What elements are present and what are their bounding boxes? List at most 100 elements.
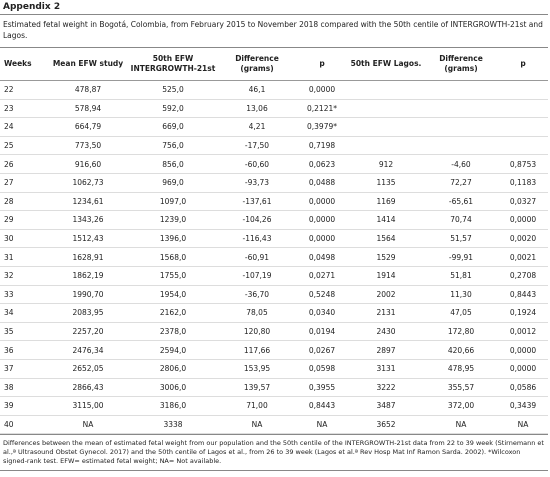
table-cell: 2131 — [348, 303, 424, 323]
table-cell: 0,0488 — [296, 173, 348, 193]
table-cell: 0,8753 — [498, 154, 548, 174]
table-cell: 1097,0 — [128, 192, 218, 212]
table-cell: 355,57 — [424, 378, 498, 398]
table-cell: NA — [424, 415, 498, 435]
table-cell: 39 — [0, 396, 48, 416]
table-cell — [348, 80, 424, 100]
column-header: Mean EFW study — [48, 48, 128, 81]
table-cell: 0,0000 — [296, 80, 348, 100]
table-cell: 0,8443 — [296, 396, 348, 416]
table-cell: 2594,0 — [128, 340, 218, 360]
table-cell: 0,0000 — [498, 340, 548, 360]
table-cell: 1135 — [348, 173, 424, 193]
table-row: 39 3115,00 3186,0 71,00 0,8443 3487 372,00 0,34… — [0, 396, 548, 416]
table-cell: 2002 — [348, 285, 424, 305]
table-cell: -60,91 — [218, 247, 296, 267]
table-cell: -93,73 — [218, 173, 296, 193]
table-cell: 153,95 — [218, 359, 296, 379]
table-cell: 2162,0 — [128, 303, 218, 323]
table-cell: 1755,0 — [128, 266, 218, 286]
table-cell: 0,0271 — [296, 266, 348, 286]
table-cell: 0,0000 — [296, 192, 348, 212]
table-cell: 2897 — [348, 340, 424, 360]
table-row: 33 1990,70 1954,0 -36,70 0,5248 2002 11,30 0,84… — [0, 285, 548, 305]
table-cell: 420,66 — [424, 340, 498, 360]
table-cell: 51,57 — [424, 229, 498, 249]
table-cell: 11,30 — [424, 285, 498, 305]
table-cell: 0,0327 — [498, 192, 548, 212]
table-cell: 372,00 — [424, 396, 498, 416]
table-cell: 34 — [0, 303, 48, 323]
table-cell: 40 — [0, 415, 48, 435]
table-cell: 1529 — [348, 247, 424, 267]
table-cell: 3115,00 — [48, 396, 128, 416]
table-cell: NA — [498, 415, 548, 435]
table-cell: 3652 — [348, 415, 424, 435]
table-cell: 2652,05 — [48, 359, 128, 379]
column-header: Difference (grams) — [218, 48, 296, 81]
table-row: 29 1343,26 1239,0 -104,26 0,0000 1414 70,74 0,0… — [0, 210, 548, 230]
column-header: Difference (grams) — [424, 48, 498, 81]
column-header: 50th EFW INTERGROWTH-21st — [128, 48, 218, 81]
table-cell: 773,50 — [48, 136, 128, 156]
table-cell: 28 — [0, 192, 48, 212]
table-cell: 26 — [0, 154, 48, 174]
table-cell: 24 — [0, 117, 48, 137]
table-cell: 0,2121* — [296, 99, 348, 119]
table-cell: 30 — [0, 229, 48, 249]
column-header: p — [498, 48, 548, 81]
table-cell: 0,2708 — [498, 266, 548, 286]
footnote: Differences between the mean of estimate… — [0, 434, 548, 470]
table-cell: 0,0000 — [296, 210, 348, 230]
table-row: 24 664,79 669,0 4,21 0,3979* — [0, 117, 548, 137]
table-cell: 4,21 — [218, 117, 296, 137]
table-cell: 2083,95 — [48, 303, 128, 323]
table-cell: 2257,20 — [48, 322, 128, 342]
table: Weeks Mean EFW study 50th EFW INTERGROWTH-… — [0, 48, 548, 435]
table-cell: 916,60 — [48, 154, 128, 174]
table-row: 37 2652,05 2806,0 153,95 0,0598 3131 478,95 0,0… — [0, 359, 548, 379]
table-cell — [348, 136, 424, 156]
table-cell: 46,1 — [218, 80, 296, 100]
table-cell: 37 — [0, 359, 48, 379]
table-cell: 3006,0 — [128, 378, 218, 398]
table-row: 32 1862,19 1755,0 -107,19 0,0271 1914 51,81 0,2… — [0, 266, 548, 286]
column-header: p — [296, 48, 348, 81]
table-cell: 0,0623 — [296, 154, 348, 174]
table-cell: 0,8443 — [498, 285, 548, 305]
table-cell: 25 — [0, 136, 48, 156]
table-cell — [348, 99, 424, 119]
table-cell: 1568,0 — [128, 247, 218, 267]
table-cell: 2866,43 — [48, 378, 128, 398]
table-cell: NA — [296, 415, 348, 435]
table-cell: 0,0598 — [296, 359, 348, 379]
table-cell: 1169 — [348, 192, 424, 212]
table-cell: 1343,26 — [48, 210, 128, 230]
table-cell: 3131 — [348, 359, 424, 379]
table-cell: 0,1183 — [498, 173, 548, 193]
table-cell: 72,27 — [424, 173, 498, 193]
table-cell: 912 — [348, 154, 424, 174]
table-cell: 13,06 — [218, 99, 296, 119]
table-cell: -4,60 — [424, 154, 498, 174]
table-row: 28 1234,61 1097,0 -137,61 0,0000 1169 -65,61 0,… — [0, 192, 548, 212]
table-cell: NA — [218, 415, 296, 435]
table-cell — [424, 99, 498, 119]
table-cell: 1862,19 — [48, 266, 128, 286]
table-cell: 0,0267 — [296, 340, 348, 360]
table-cell: 139,57 — [218, 378, 296, 398]
table-cell: 0,0194 — [296, 322, 348, 342]
column-header: 50th EFW Lagos. — [348, 48, 424, 81]
table-cell: 1954,0 — [128, 285, 218, 305]
table-cell: 1239,0 — [128, 210, 218, 230]
caption: Estimated fetal weight in Bogotá, Colomb… — [0, 15, 548, 48]
table-cell: 1914 — [348, 266, 424, 286]
table-cell: 1628,91 — [48, 247, 128, 267]
table-cell — [498, 99, 548, 119]
table-cell: NA — [48, 415, 128, 435]
table-cell: 592,0 — [128, 99, 218, 119]
table-cell: 3222 — [348, 378, 424, 398]
table-cell: 3338 — [128, 415, 218, 435]
table-row: 30 1512,43 1396,0 -116,43 0,0000 1564 51,57 0,0… — [0, 229, 548, 249]
